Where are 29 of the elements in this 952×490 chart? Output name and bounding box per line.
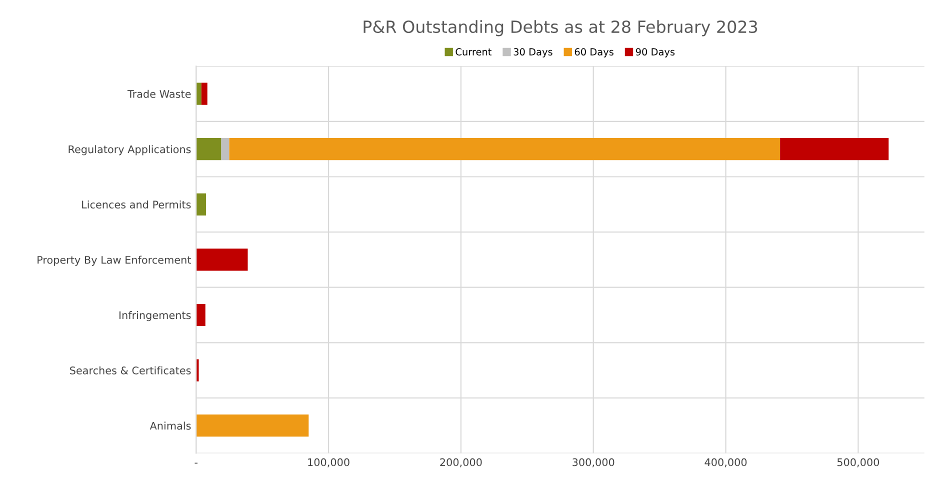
- bar: [196, 414, 309, 437]
- bar: [196, 248, 248, 271]
- y-tick-label: Regulatory Applications: [68, 145, 191, 156]
- y-tick-label: Trade Waste: [127, 90, 191, 98]
- legend-label: 30 Days: [514, 48, 552, 58]
- x-tick-label: 500,000: [837, 458, 880, 468]
- legend-label: 90 Days: [636, 48, 675, 58]
- chart-title: P&R Outstanding Debts as at 28 February 2023: [364, 20, 758, 36]
- bar: [229, 138, 780, 160]
- legend-label: Current: [456, 48, 492, 56]
- bar: [196, 82, 202, 105]
- x-tick-label: 100,000: [308, 458, 350, 468]
- legend-label: 60 Days: [574, 48, 614, 58]
- y-tick-label: Animals: [150, 422, 191, 430]
- y-tick-label: Property By Law Enforcement: [38, 256, 191, 266]
- bar: [196, 304, 206, 326]
- bar: [196, 193, 206, 216]
- bar: [196, 359, 199, 382]
- bar: [201, 82, 208, 105]
- x-tick-label: -: [194, 462, 198, 464]
- bar: [780, 138, 889, 160]
- bar: [221, 138, 230, 160]
- bar: [196, 138, 222, 160]
- x-tick-label: 400,000: [704, 458, 747, 468]
- y-tick-label: Searches & Certificates: [70, 366, 191, 374]
- x-tick-label: 300,000: [572, 458, 614, 468]
- x-tick-label: 200,000: [440, 458, 482, 468]
- y-tick-label: Infringements: [119, 311, 191, 322]
- y-tick-label: Licences and Permits: [82, 200, 191, 209]
